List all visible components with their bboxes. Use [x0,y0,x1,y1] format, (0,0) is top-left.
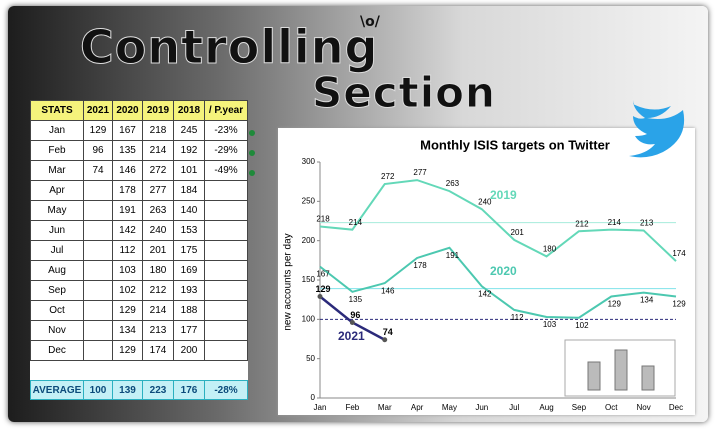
point [317,294,323,300]
x-tick-label: Oct [605,403,618,412]
title-line1: Controlling [79,20,379,75]
data-label: 102 [575,321,589,330]
cell: STATS [30,100,84,121]
x-tick-label: May [442,403,457,412]
stats-table: STATS 2021 2020 2019 2018/ P.year Jan 129 167 21… [30,100,248,400]
status-dot [249,130,255,136]
row: Apr 178 277 184 [30,180,248,201]
y-tick-label: 150 [302,275,316,284]
inset-chart [564,339,676,397]
title-line2: Section [312,68,496,118]
y-tick-label: 100 [302,314,316,323]
x-tick-label: Sep [572,403,587,412]
cell: 2019 [142,100,174,121]
series-label: 2021 [338,329,365,343]
y-tick-label: 300 [302,157,316,166]
row: May 191 263 140 [30,200,248,221]
status-dot [249,150,255,156]
data-label: 142 [478,289,492,298]
row: Sep 102 212 193 [30,280,248,301]
y-axis-label: new accounts per day [283,233,294,330]
twitter-bird [629,100,685,158]
data-label: 103 [543,320,557,329]
data-label: 214 [608,218,622,227]
data-label: 96 [350,310,360,320]
data-label: 180 [543,245,557,254]
cell: -28% [204,380,248,400]
row: Jan 129 167 218 245 -23% [30,120,248,141]
data-label: 135 [349,295,363,304]
data-label: 74 [383,327,393,337]
x-tick-label: Jan [314,403,327,412]
cell: Dec [30,340,84,361]
row: Jul 112 201 175 [30,240,248,261]
data-label: 174 [672,249,686,258]
cell: 2018 [173,100,205,121]
row: Jun 142 240 153 [30,220,248,241]
data-label: 134 [640,296,654,305]
data-label: 146 [381,286,395,295]
emblem: \o/ [360,14,380,30]
data-label: 240 [478,197,492,206]
cell [204,340,248,361]
row: Nov 134 213 177 [30,320,248,341]
x-tick-label: Mar [378,403,392,412]
y-tick-label: 250 [302,196,316,205]
cell: / P.year [204,100,248,121]
row: Mar 74 146 272 101 -49% [30,160,248,181]
y-tick-label: 0 [311,393,316,402]
data-label: 191 [446,251,460,260]
x-tick-label: Apr [411,403,424,412]
average-row: AVERAGE 100 139 223 176 -28% [30,380,248,400]
data-label: 201 [511,228,525,237]
series-label: 2020 [490,264,517,278]
data-label: 167 [316,270,330,279]
point [382,337,388,343]
series-line [319,246,677,319]
series-label: 2019 [490,188,517,202]
data-label: 277 [413,168,427,177]
x-tick-label: Aug [539,403,553,412]
data-label: 212 [575,219,589,228]
data-label: 178 [413,261,427,270]
data-label: 129 [672,300,686,309]
cell: 200 [173,340,205,361]
data-label: 263 [446,179,460,188]
status-dot [249,170,255,176]
cell: 100 [83,380,113,400]
x-tick-label: Dec [669,403,683,412]
header-row: STATS 2021 2020 2019 2018/ P.year [30,100,248,121]
point [349,319,355,325]
data-label: 272 [381,172,395,181]
y-tick-label: 50 [306,354,315,363]
x-tick-label: Feb [345,403,359,412]
data-label: 129 [315,284,330,294]
cell: 223 [142,380,174,400]
data-label: 129 [608,300,622,309]
chart-title: Monthly ISIS targets on Twitter [420,137,610,152]
row: Aug 103 180 169 [30,260,248,281]
cell: 176 [173,380,205,400]
data-label: 214 [349,218,363,227]
row: Dec 129 174 200 [30,340,248,361]
series-line [319,179,677,262]
data-label: 218 [316,215,330,224]
data-label: 213 [640,219,654,228]
data-label: 112 [511,313,524,322]
x-tick-label: Nov [637,403,651,412]
x-tick-label: Jun [475,403,488,412]
x-tick-label: Jul [509,403,519,412]
y-tick-label: 200 [302,236,316,245]
